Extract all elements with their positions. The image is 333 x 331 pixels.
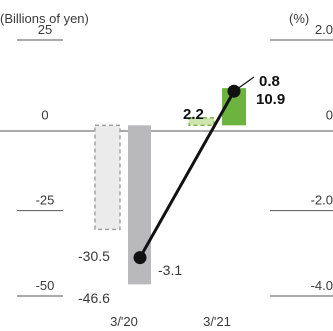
right-tick-label: -4.0: [311, 278, 333, 293]
ratio-value-label: -3.1: [158, 262, 182, 278]
bar-labels: -30.5 -46.6 2.2 10.9: [78, 91, 285, 306]
bar-value-label: -30.5: [78, 248, 110, 264]
ratio-value-label: 0.8: [259, 73, 280, 90]
left-tick-label: 0: [41, 107, 48, 122]
bar-value-label: -46.6: [78, 290, 110, 306]
ratio-point: [227, 84, 241, 98]
bar-series: [94, 88, 246, 285]
bar-value-label: 2.2: [183, 106, 204, 123]
left-axis-label: (Billions of yen): [0, 11, 89, 26]
bar-forecast: [94, 124, 121, 231]
right-tick-label: 2.0: [315, 22, 333, 37]
x-axis-categories: 3/'20 3/'21: [110, 314, 231, 329]
bar-actual: [128, 125, 151, 285]
right-tick-label: 0: [326, 107, 333, 122]
left-axis: 25 0 -25 -50: [17, 22, 63, 297]
ratio-line: [138, 90, 236, 259]
right-tick-label: -2.0: [311, 193, 333, 208]
left-tick-label: 25: [38, 22, 52, 37]
category-label: 3/'20: [110, 314, 138, 329]
right-axis-label: (%): [289, 11, 309, 26]
bar-forecast: [188, 117, 215, 126]
left-tick-label: -25: [36, 193, 55, 208]
bar-value-label: 10.9: [256, 91, 285, 108]
ratio-line-series: -3.1 0.8: [133, 73, 280, 278]
category-label: 3/'21: [203, 314, 231, 329]
right-axis: 2.0 0 -2.0 -4.0: [270, 22, 333, 297]
left-tick-label: -50: [36, 278, 55, 293]
ratio-point: [133, 251, 147, 265]
